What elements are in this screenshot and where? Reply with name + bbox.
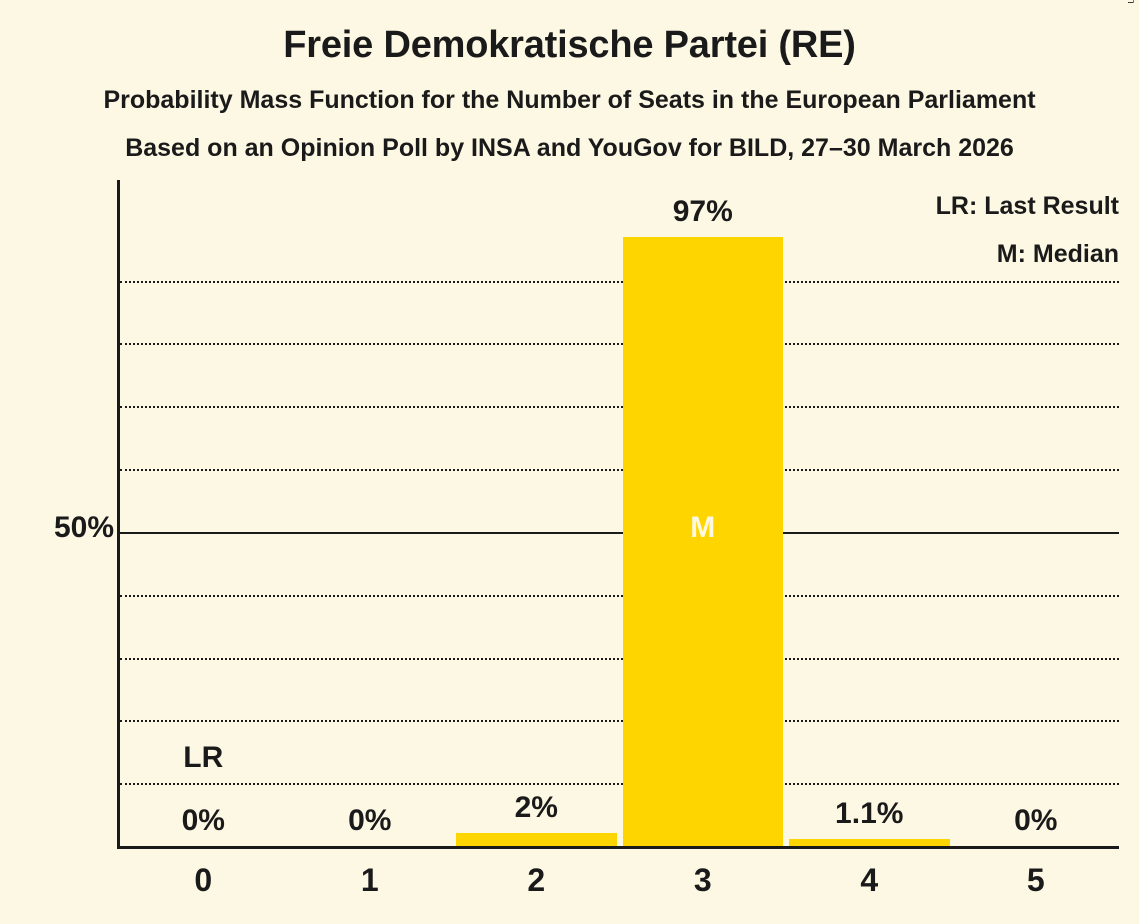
y-axis-line xyxy=(117,180,120,849)
copyright-notice: © 2026 Filip van Laenen xyxy=(1125,0,1137,4)
bar-value-label: 0% xyxy=(348,804,392,837)
median-marker: M xyxy=(690,510,716,544)
legend-entry-median: M: Median xyxy=(996,240,1119,268)
x-axis-tick-label: 0 xyxy=(194,862,213,898)
x-axis-line xyxy=(117,846,1119,849)
gridline xyxy=(120,783,1119,786)
bar-value-label: 2% xyxy=(514,791,558,825)
bar-value-label: 0% xyxy=(181,804,225,837)
gridline-major xyxy=(120,531,1119,534)
page-title: Freie Demokratische Partei (RE) xyxy=(283,24,856,66)
gridline xyxy=(120,343,1119,346)
x-axis-tick-label: 5 xyxy=(1026,862,1045,898)
y-axis-tick-label: 50% xyxy=(53,510,114,544)
gridline xyxy=(120,406,1119,409)
bar xyxy=(789,839,950,846)
bar-value-label: 0% xyxy=(1014,804,1058,837)
gridline xyxy=(120,594,1119,597)
last-result-marker: LR xyxy=(183,741,224,775)
plot-area: 0% 0% 2% 97% 1.1% 0% M LR xyxy=(117,180,1119,849)
chart-source-line: Based on an Opinion Poll by INSA and You… xyxy=(125,134,1014,162)
bar xyxy=(622,236,783,846)
x-axis-tick-label: 4 xyxy=(860,862,879,898)
x-axis-tick-label: 1 xyxy=(360,862,379,898)
gridline xyxy=(120,469,1119,472)
legend: LR: Last Result M: Median xyxy=(936,182,1119,278)
gridline xyxy=(120,280,1119,283)
gridline xyxy=(120,657,1119,660)
gridline xyxy=(120,720,1119,723)
x-axis-tick-label: 2 xyxy=(527,862,546,898)
bar xyxy=(456,833,617,846)
x-axis-tick-label: 3 xyxy=(693,862,712,898)
chart-subtitle: Probability Mass Function for the Number… xyxy=(103,86,1036,114)
legend-entry-last-result: LR: Last Result xyxy=(935,192,1119,220)
bar-value-label: 1.1% xyxy=(835,797,904,831)
bar-value-label: 97% xyxy=(672,194,733,228)
